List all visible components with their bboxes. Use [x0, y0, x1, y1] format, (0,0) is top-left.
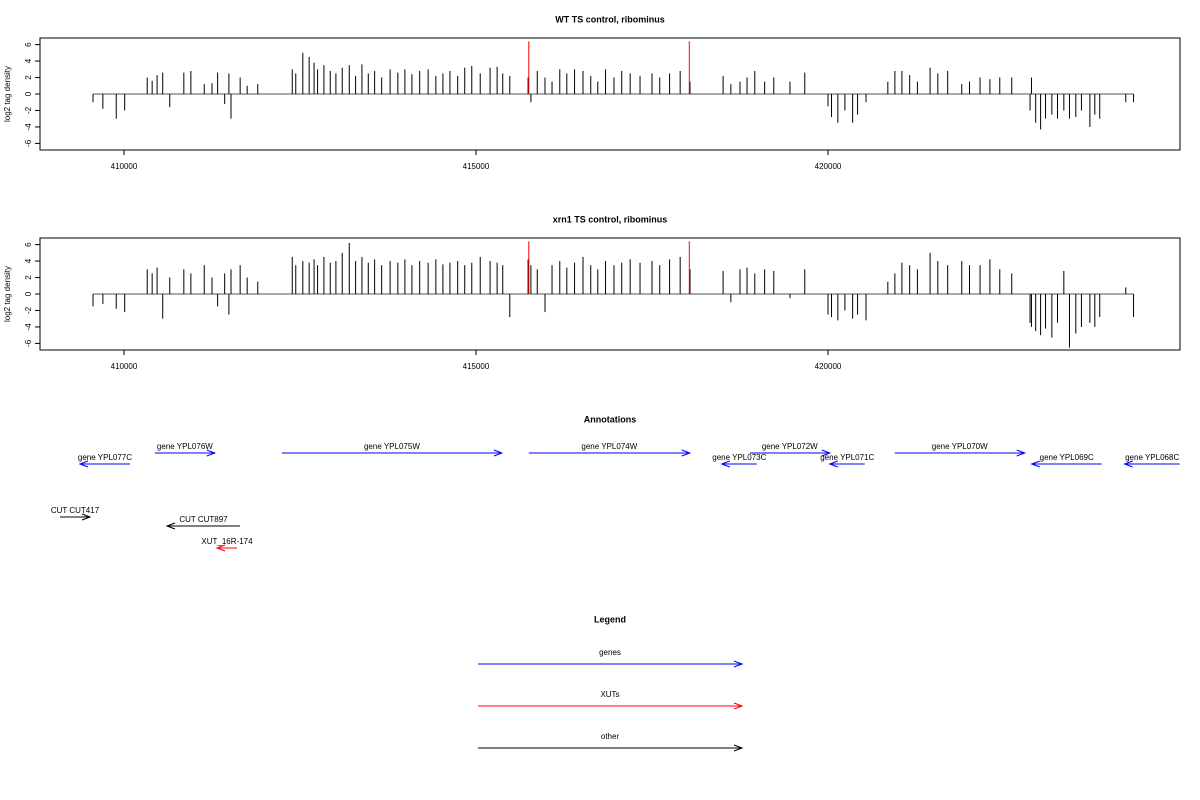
- y-tick-label: -6: [24, 339, 33, 347]
- legend-arrow-head: [733, 744, 744, 752]
- y-tick-label: 6: [24, 42, 33, 47]
- arrow-head: [206, 449, 217, 457]
- arrow-head: [1030, 460, 1040, 468]
- x-tick-label: 410000: [111, 162, 138, 171]
- y-axis-label: log2 tag density: [3, 266, 12, 322]
- arrow-head: [1123, 460, 1133, 468]
- feature-label: gene YPL076W: [157, 442, 213, 451]
- legend-title: Legend: [594, 614, 626, 624]
- legend-arrow-head: [733, 702, 744, 710]
- arrow-head: [1016, 449, 1027, 457]
- arrow-head: [720, 460, 731, 468]
- feature-label: gene YPL074W: [581, 442, 637, 451]
- y-tick-label: -2: [24, 306, 33, 314]
- y-tick-label: 6: [24, 242, 33, 247]
- legend-label: other: [601, 732, 620, 741]
- feature-label: gene YPL075W: [364, 442, 420, 451]
- feature-label: CUT CUT897: [179, 515, 228, 524]
- panel-title: WT TS control, ribominus: [555, 14, 665, 24]
- x-tick-label: 410000: [111, 362, 138, 371]
- y-tick-label: -4: [24, 123, 33, 131]
- y-tick-label: 0: [24, 291, 33, 296]
- y-tick-label: 0: [24, 91, 33, 96]
- arrow-head: [165, 522, 176, 530]
- feature-label: gene YPL069C: [1040, 453, 1094, 462]
- y-tick-label: -2: [24, 106, 33, 114]
- panel-title: xrn1 TS control, ribominus: [553, 214, 668, 224]
- y-axis-label: log2 tag density: [3, 66, 12, 122]
- arrow-head: [81, 513, 92, 521]
- arrow-head: [828, 460, 838, 468]
- x-tick-label: 420000: [815, 362, 842, 371]
- feature-label: CUT CUT417: [51, 506, 100, 515]
- feature-label: XUT_16R-174: [201, 537, 253, 546]
- y-tick-label: 4: [24, 58, 33, 63]
- feature-label: gene YPL071C: [820, 453, 874, 462]
- arrow-head: [215, 544, 226, 552]
- x-tick-label: 420000: [815, 162, 842, 171]
- y-tick-label: -4: [24, 323, 33, 331]
- x-tick-label: 415000: [463, 362, 490, 371]
- legend-arrow-head: [733, 660, 744, 668]
- arrow-head: [493, 449, 504, 457]
- y-tick-label: 4: [24, 258, 33, 263]
- legend-label: XUTs: [600, 690, 619, 699]
- feature-label: gene YPL070W: [932, 442, 988, 451]
- arrow-head: [821, 449, 832, 457]
- arrow-head: [78, 460, 89, 468]
- annotations-title: Annotations: [584, 414, 637, 424]
- y-tick-label: 2: [24, 75, 33, 80]
- feature-label: gene YPL072W: [762, 442, 818, 451]
- feature-label: gene YPL077C: [78, 453, 132, 462]
- y-tick-label: 2: [24, 275, 33, 280]
- feature-label: gene YPL068C: [1125, 453, 1179, 462]
- arrow-head: [681, 449, 692, 457]
- y-tick-label: -6: [24, 139, 33, 147]
- feature-label: gene YPL073C: [712, 453, 766, 462]
- x-tick-label: 415000: [463, 162, 490, 171]
- legend-label: genes: [599, 648, 621, 657]
